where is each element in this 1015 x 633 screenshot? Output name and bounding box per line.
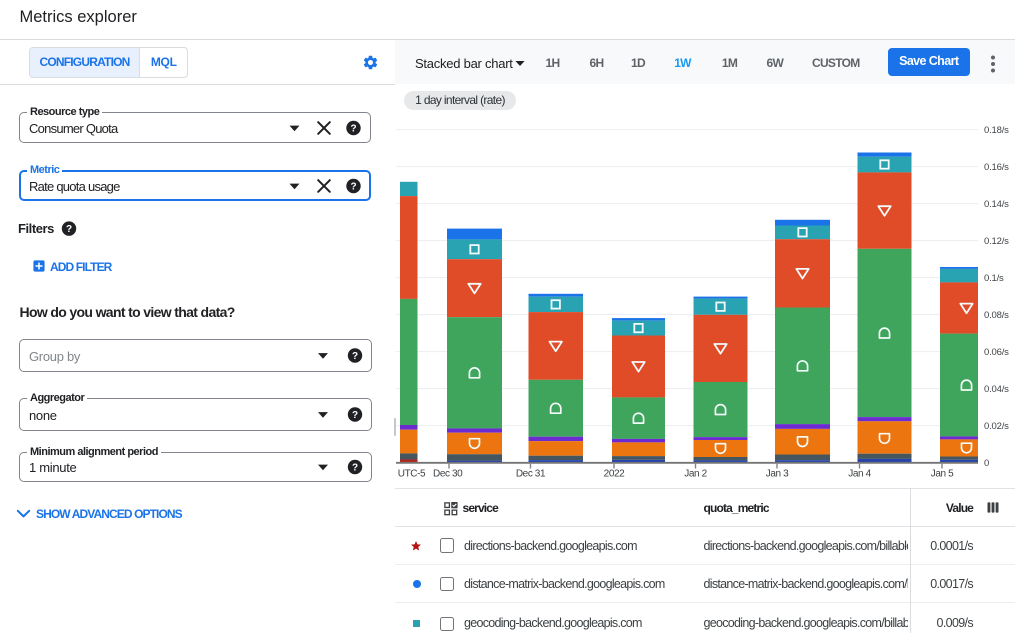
svg-text:0.08/s: 0.08/s — [984, 310, 1009, 321]
svg-text:Dec 30: Dec 30 — [433, 469, 463, 480]
svg-text:Dec 31: Dec 31 — [516, 469, 546, 480]
svg-text:?: ? — [352, 351, 358, 362]
svg-text:2022: 2022 — [604, 469, 625, 480]
svg-text:?: ? — [352, 462, 358, 473]
svg-text:0.18/s: 0.18/s — [984, 125, 1009, 136]
svg-text:0: 0 — [984, 458, 989, 469]
svg-text:?: ? — [350, 181, 356, 192]
svg-text:?: ? — [66, 224, 72, 235]
svg-text:0.12/s: 0.12/s — [984, 236, 1009, 247]
svg-text:Jan 4: Jan 4 — [848, 469, 871, 480]
svg-text:0.16/s: 0.16/s — [984, 162, 1009, 173]
svg-text:Jan 3: Jan 3 — [766, 469, 789, 480]
svg-text:0.1/s: 0.1/s — [984, 273, 1004, 284]
svg-text:UTC-5: UTC-5 — [398, 469, 426, 480]
svg-text:?: ? — [352, 409, 358, 420]
svg-text:?: ? — [350, 123, 356, 134]
svg-text:Jan 2: Jan 2 — [684, 469, 707, 480]
svg-text:0.06/s: 0.06/s — [984, 347, 1009, 358]
svg-text:0.02/s: 0.02/s — [984, 421, 1009, 432]
svg-text:0.04/s: 0.04/s — [984, 384, 1009, 395]
svg-text:0.14/s: 0.14/s — [984, 199, 1009, 210]
svg-text:Jan 5: Jan 5 — [931, 469, 954, 480]
